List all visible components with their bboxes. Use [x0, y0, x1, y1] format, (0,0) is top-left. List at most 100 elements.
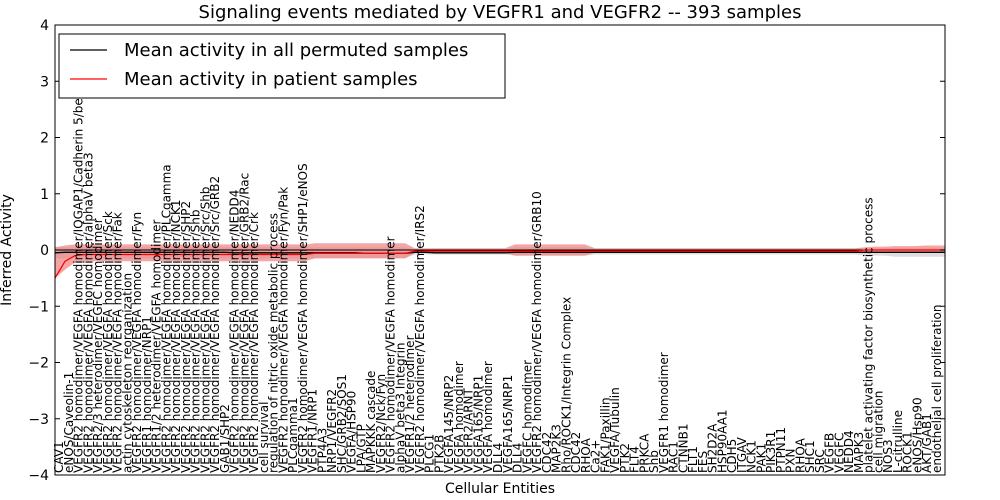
- category-label: VEGFR2/Nck/Fyn: [374, 374, 388, 473]
- category-label: VEGFA145/NRP2: [442, 375, 456, 473]
- plot-frame: [54, 24, 946, 476]
- y-tick-label: 3: [40, 74, 49, 90]
- category-label: cell migration: [872, 391, 886, 473]
- category-label: VEGFR2 homodimer/VEGFA homodimer/Src/GRB…: [208, 176, 222, 473]
- category-label: VEGFR2/3 heterodimer/VEGFC homodimer: [91, 218, 105, 473]
- legend-label-patient: Mean activity in patient samples: [124, 69, 418, 90]
- category-label: VEGFR2 homodimer/VEGFA homodimer: [384, 236, 398, 473]
- category-label: VEGFA homodimer: [481, 361, 495, 473]
- category-label: actin cytoskeleton reorganization: [120, 273, 134, 473]
- category-label: FLT1: [686, 446, 700, 473]
- category-label: PIK3R1: [764, 431, 778, 473]
- category-label: VEGFR2 homodimer/VEGFA homodimer/GRB10: [530, 191, 544, 473]
- category-label: MAP2K3: [550, 424, 564, 473]
- y-tick-label: −1: [28, 299, 49, 315]
- series-lines: [54, 249, 945, 279]
- category-label: SHC/GRB2/SOS1: [335, 374, 349, 473]
- category-label: VEGFR2 homodimer/VEGFA homodimer/IRS2: [413, 205, 427, 473]
- y-axis-ticks: −4 −3 −2 −1 0 1 2 3 4: [28, 18, 945, 484]
- category-label: AKT/GAB1: [920, 413, 934, 473]
- category-label: HSP90AA1: [715, 409, 729, 473]
- y-tick-label: 0: [40, 243, 49, 259]
- y-tick-label: −3: [28, 412, 49, 428]
- category-label: VEGFC: [832, 433, 846, 473]
- category-label: MAPK3: [852, 432, 866, 473]
- patient-mean-line: [54, 249, 945, 279]
- category-label: platelet activating factor biosynthetic …: [862, 197, 876, 473]
- category-label: VEGFR2 homodimer/VEGFA homodimer/Sck: [101, 211, 115, 473]
- category-label: regulation of nitric oxide metabolic pro…: [267, 213, 281, 473]
- category-label: VEGFR1/NRP1: [306, 389, 320, 473]
- category-label: SH2D2A: [706, 423, 720, 473]
- category-label: Ca2+: [589, 440, 603, 473]
- category-label: DLL4: [511, 443, 525, 473]
- category-label: CDH5: [725, 439, 739, 473]
- category-label: VEGFR1/2 heterodimer/VEGFA homodimer: [150, 220, 164, 473]
- category-label: VEGFR2 homodimer/VEGFA homodimer/Src/Shb: [198, 187, 212, 473]
- category-label: GAB1/SHP2: [218, 404, 232, 473]
- category-label: VEGFR2 homodimer/VEGFA homodimer/Shb: [189, 210, 203, 474]
- category-label: VEGFR2 homodimer/VEGFA homodimer/Fak: [111, 212, 125, 473]
- category-label: PAK1: [754, 443, 768, 473]
- category-label: CTNNB1: [676, 423, 690, 473]
- category-label: VEGFA homodimer: [452, 361, 466, 473]
- category-label: VEGFC homodimer: [520, 360, 534, 473]
- category-label: NEDD4: [842, 430, 856, 473]
- category-label: RHOA: [793, 437, 807, 473]
- category-label: FES: [696, 451, 710, 473]
- y-tick-label: 1: [40, 187, 49, 203]
- category-label: VEGFA165/NRP1: [472, 375, 486, 473]
- category-label: L-citrulline: [891, 410, 905, 473]
- category-label: VEGFA165/NRP1: [501, 375, 515, 473]
- category-label: Shb: [647, 450, 661, 473]
- category-label: FAK1/Paxillin: [598, 397, 612, 473]
- category-label: NOS3: [881, 439, 895, 473]
- legend: Mean activity in all permuted samples Me…: [58, 33, 506, 99]
- y-tick-label: 2: [40, 131, 49, 147]
- y-axis-label: Inferred Activity: [0, 194, 15, 306]
- category-label: VEGFB: [823, 433, 837, 473]
- permuted-mean-line: [54, 251, 945, 255]
- chart-title: Signaling events mediated by VEGFR1 and …: [199, 2, 802, 23]
- category-label: VEGFR1/2 heterodimer: [403, 335, 417, 473]
- category-label: NRP1/VEGFR2: [325, 389, 339, 473]
- category-label: PTK2B: [433, 435, 447, 473]
- category-label: ITGAV: [735, 436, 749, 473]
- category-label: endothelial cell proliferation: [930, 305, 944, 473]
- category-label: NCK1: [745, 440, 759, 473]
- category-label: Rho/ROCK1/Integrin Complex: [559, 297, 573, 473]
- category-label: ROCK1: [901, 431, 915, 473]
- category-label: FLT4: [628, 446, 642, 473]
- category-label: LPA/GTP: [354, 424, 368, 473]
- category-label: PTPN11: [774, 427, 788, 473]
- category-label: VEGFR2 homodimer/VEGFA homodimer/NEDD4: [228, 190, 242, 473]
- category-label: VEGFR2 homodimer/VEGFA homodimer/Fyn: [130, 212, 144, 473]
- y-tick-label: −2: [28, 356, 49, 372]
- category-label: VEGFR2 homodimer/VEGFA homodimer/SHP2: [179, 201, 193, 473]
- category-label: RHOA: [579, 437, 593, 473]
- category-label: RAC1: [667, 441, 681, 473]
- y-tick-label: −4: [28, 468, 49, 484]
- category-label: PRKCA: [637, 433, 651, 473]
- category-label: CDC42: [540, 432, 554, 473]
- category-label: PLCG1: [423, 434, 437, 473]
- category-label: VEGFA/Tubulin: [608, 387, 622, 473]
- category-label: VEGFR2 homodimer/VEGFA homodimer/alphaV …: [81, 152, 95, 473]
- category-label: VEGFR2 homodimer/VEGFA homodimer/IQGAP1/…: [72, 38, 86, 473]
- category-label: VEGFR2 homodimer/VEGFA homodimer/GRB2/Ra…: [237, 173, 251, 473]
- x-axis-label: Cellular Entities: [445, 481, 555, 497]
- category-label: VEGFA/HSP90: [345, 391, 359, 473]
- category-label: MAPKKK cascade: [364, 371, 378, 473]
- category-label: PTK2: [618, 443, 632, 473]
- y-tick-label: 4: [40, 18, 49, 34]
- category-label: PTP4A3: [315, 428, 329, 473]
- category-label: eNOS/Caveolin-1: [62, 372, 76, 473]
- category-label: VEGFR2/ARNT: [462, 387, 476, 473]
- category-label: VEGFR2 homodimer/VEGFA homodimer/NCK1: [169, 199, 183, 473]
- category-label: SRC: [813, 449, 827, 473]
- legend-label-permuted: Mean activity in all permuted samples: [124, 40, 468, 61]
- category-label: VEGFR2 homodimer/VEGFA homodimer/Crk: [247, 212, 261, 473]
- category-label: alphaV beta3 Integrin: [393, 342, 407, 473]
